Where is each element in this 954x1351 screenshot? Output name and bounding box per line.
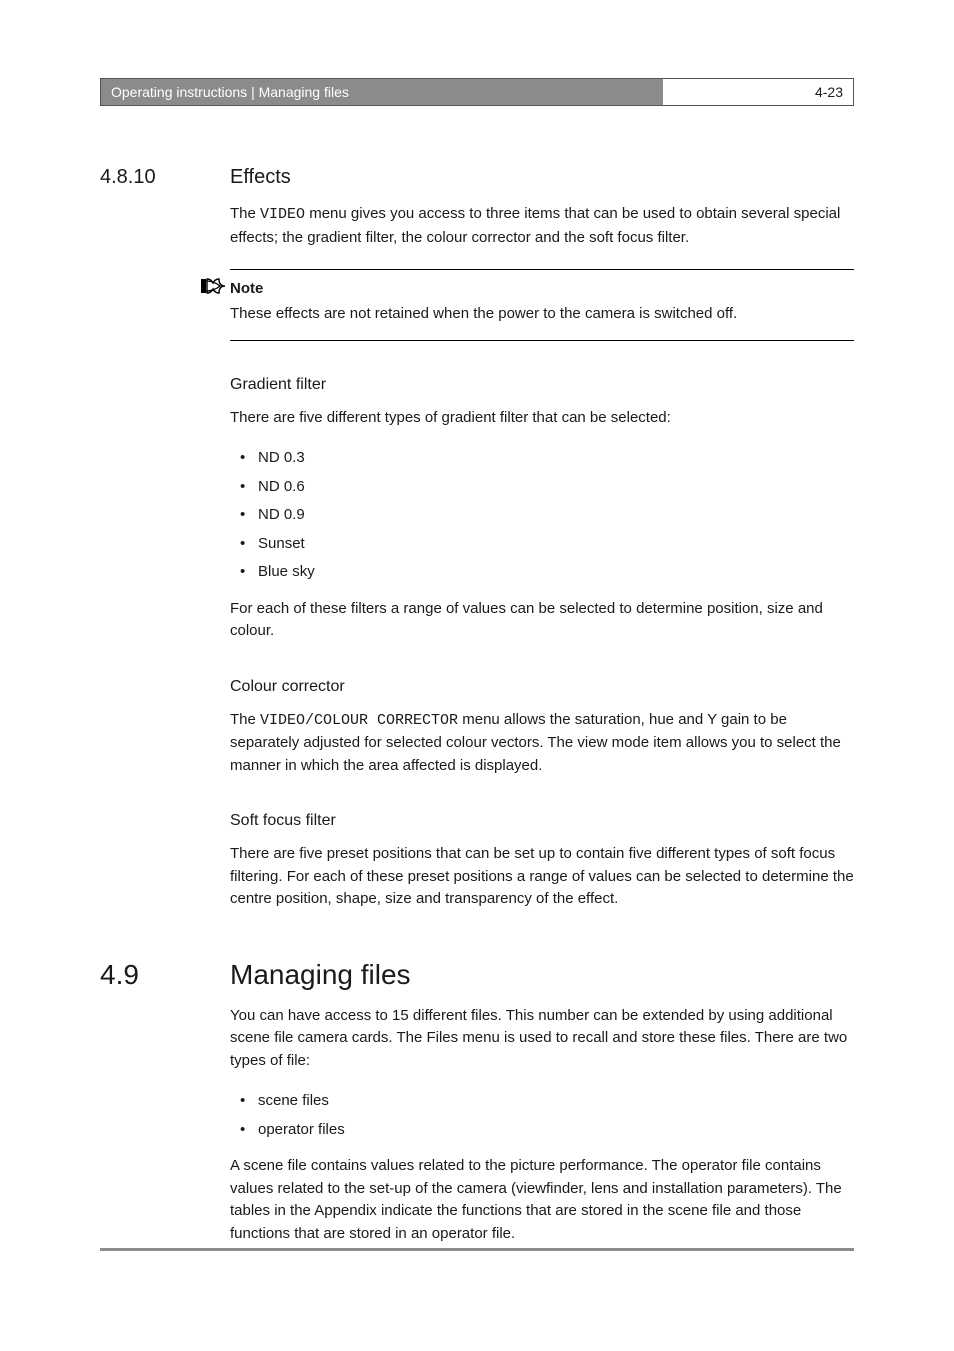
colour-heading: Colour corrector: [230, 675, 854, 699]
section-number: 4.8.10: [100, 166, 230, 189]
header-page-number: 4-23: [663, 79, 853, 105]
note-text: These effects are not retained when the …: [230, 303, 854, 326]
section-number: 4.9: [100, 959, 230, 991]
list-item: Sunset: [230, 533, 854, 556]
managing-intro: You can have access to 15 different file…: [230, 1005, 854, 1073]
section-managing-heading: 4.9 Managing files: [100, 959, 854, 991]
header-breadcrumb: Operating instructions | Managing files: [101, 79, 663, 105]
section-title: Effects: [230, 166, 291, 189]
managing-outro: A scene file contains values related to …: [230, 1155, 854, 1245]
page-header: Operating instructions | Managing files …: [100, 78, 854, 106]
softfocus-heading: Soft focus filter: [230, 809, 854, 833]
softfocus-text: There are five preset positions that can…: [230, 843, 854, 911]
gradient-intro: There are five different types of gradie…: [230, 407, 854, 430]
gradient-outro: For each of these filters a range of val…: [230, 598, 854, 643]
note-label: Note: [230, 280, 854, 297]
list-item: ND 0.9: [230, 504, 854, 527]
list-item: ND 0.3: [230, 447, 854, 470]
code-text: VIDEO/COLOUR CORRECTOR: [260, 712, 458, 729]
footer-rule: [100, 1248, 854, 1251]
text: The: [230, 205, 260, 222]
text: The: [230, 711, 260, 728]
note-block: Note These effects are not retained when…: [200, 269, 854, 341]
text: menu gives you access to three items tha…: [230, 205, 840, 246]
gradient-heading: Gradient filter: [230, 373, 854, 397]
list-item: Blue sky: [230, 561, 854, 584]
section-title: Managing files: [230, 959, 411, 991]
managing-list: scene files operator files: [230, 1090, 854, 1141]
note-icon: [200, 278, 230, 299]
code-text: VIDEO: [260, 206, 305, 223]
list-item: operator files: [230, 1119, 854, 1142]
colour-text: The VIDEO/COLOUR CORRECTOR menu allows t…: [230, 709, 854, 778]
effects-intro: The VIDEO menu gives you access to three…: [230, 203, 854, 249]
gradient-list: ND 0.3 ND 0.6 ND 0.9 Sunset Blue sky: [230, 447, 854, 584]
list-item: scene files: [230, 1090, 854, 1113]
section-effects-heading: 4.8.10 Effects: [100, 166, 854, 189]
list-item: ND 0.6: [230, 476, 854, 499]
